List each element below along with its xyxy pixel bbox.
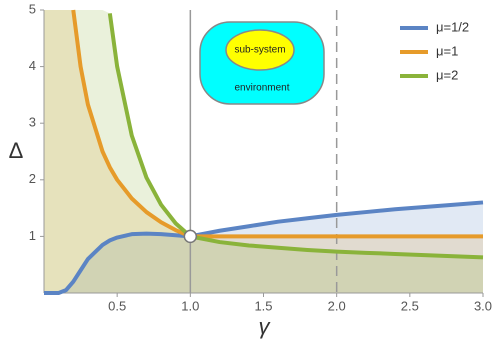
annotation: environment xyxy=(234,83,289,94)
x-tick-label: 2.5 xyxy=(401,298,419,313)
subsystem-ellipse xyxy=(225,29,295,71)
x-tick-label: 0.5 xyxy=(108,298,126,313)
y-tick-label: 5 xyxy=(29,1,36,16)
series-line xyxy=(44,200,484,295)
x-tick-label: 1.0 xyxy=(181,298,199,313)
inset-diagram: sub-system environment xyxy=(199,21,325,105)
area-fill xyxy=(44,10,483,293)
y-tick-label: 4 xyxy=(29,58,36,73)
annotation: sub-system xyxy=(234,45,285,56)
marker xyxy=(183,229,198,244)
series-line xyxy=(107,13,484,260)
y-tick-label: 1 xyxy=(29,228,36,243)
x-tick-label: 1.5 xyxy=(254,298,272,313)
y-axis-label: Δ xyxy=(9,138,24,163)
area-fill xyxy=(44,10,483,293)
x-tick-label: 2.0 xyxy=(328,298,346,313)
legend-label: μ=2 xyxy=(436,67,458,82)
legend-label: μ=1 xyxy=(436,43,458,58)
x-axis-label: γ xyxy=(259,314,272,339)
y-tick-label: 3 xyxy=(29,115,36,130)
x-tick-label: 3.0 xyxy=(474,298,492,313)
legend-label: μ=1/2 xyxy=(436,19,469,34)
y-tick-label: 2 xyxy=(29,171,36,186)
